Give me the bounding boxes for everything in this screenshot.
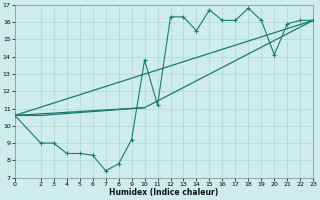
X-axis label: Humidex (Indice chaleur): Humidex (Indice chaleur) — [109, 188, 219, 197]
